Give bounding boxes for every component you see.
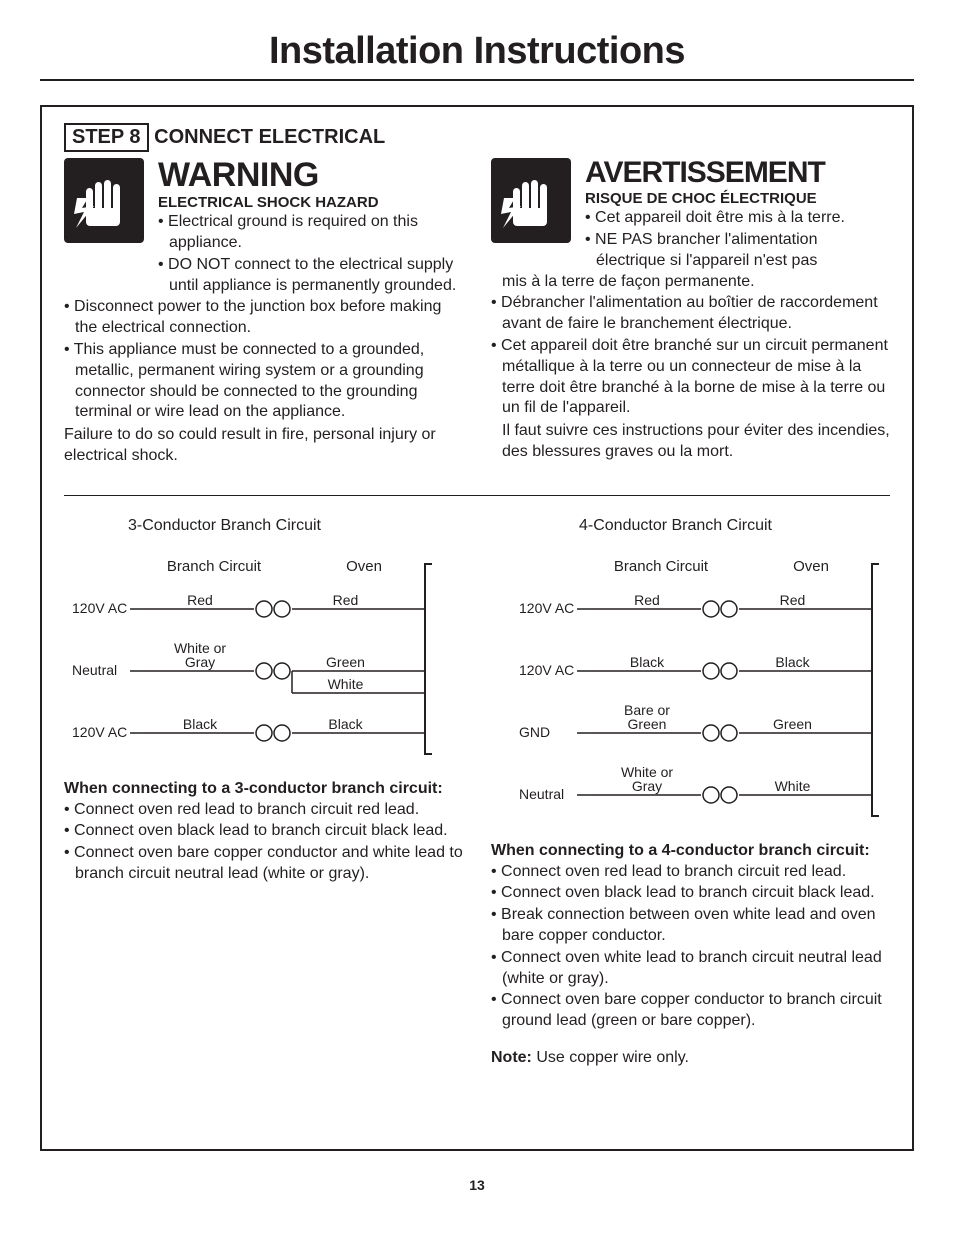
list-item: Connect oven red lead to branch circuit … — [64, 800, 463, 821]
svg-text:Green: Green — [773, 716, 812, 732]
svg-text:120V AC: 120V AC — [72, 600, 127, 616]
list-item: NE PAS brancher l'alimentation électriqu… — [585, 230, 890, 272]
mid-rule — [64, 495, 890, 496]
svg-text:Branch Circuit: Branch Circuit — [167, 558, 262, 575]
warning-english: WARNING ELECTRICAL SHOCK HAZARD Electric… — [64, 158, 463, 467]
list-item: Connect oven bare copper conductor to br… — [491, 990, 890, 1032]
warning-subhead-fr: RISQUE DE CHOC ÉLECTRIQUE — [585, 190, 890, 207]
svg-text:Neutral: Neutral — [519, 786, 564, 802]
svg-text:Green: Green — [628, 716, 667, 732]
list-item: Cet appareil doit être mis à la terre. — [585, 208, 890, 229]
svg-text:Red: Red — [333, 592, 359, 608]
title-rule — [40, 79, 914, 81]
warning-subhead-en: ELECTRICAL SHOCK HAZARD — [158, 194, 463, 211]
svg-text:Red: Red — [187, 592, 213, 608]
diagram-4-conductor: Branch Circuit Oven 120V AC Red Red 120V AC Bl… — [491, 551, 881, 825]
svg-text:GND: GND — [519, 724, 550, 740]
shock-hand-icon — [64, 158, 144, 243]
list-item: Connect oven black lead to branch circui… — [64, 821, 463, 842]
instr3-bullets: Connect oven red lead to branch circuit … — [64, 800, 463, 885]
svg-text:Gray: Gray — [185, 654, 215, 670]
step-heading: STEP 8 CONNECT ELECTRICAL — [64, 123, 890, 152]
warning-wrap-fr: mis à la terre de façon permanente. — [491, 272, 890, 293]
warning-failure-en: Failure to do so could result in fire, p… — [64, 425, 463, 467]
list-item: Connect oven bare copper conductor and w… — [64, 843, 463, 885]
svg-text:Red: Red — [634, 592, 660, 608]
list-item: Connect oven red lead to branch circuit … — [491, 862, 890, 883]
svg-text:Black: Black — [328, 716, 363, 732]
list-item: Connect oven black lead to branch circui… — [491, 883, 890, 904]
list-item: Disconnect power to the junction box bef… — [64, 297, 463, 339]
svg-text:Black: Black — [183, 716, 218, 732]
warning-french: AVERTISSEMENT RISQUE DE CHOC ÉLECTRIQUE … — [491, 158, 890, 467]
diagram-columns: 3-Conductor Branch Circuit Branch Circui… — [64, 516, 890, 1069]
warning-failure-fr: Il faut suivre ces instructions pour évi… — [491, 421, 890, 463]
four-conductor-section: 4-Conductor Branch Circuit Branch Circui… — [491, 516, 890, 1069]
warning-top-bullets-fr: Cet appareil doit être mis à la terre. N… — [585, 208, 890, 271]
list-item: Electrical ground is required on this ap… — [158, 212, 463, 254]
svg-text:White: White — [775, 778, 811, 794]
shock-hand-icon — [491, 158, 571, 243]
diagram-3-conductor: Branch Circuit Oven 120V AC Red Red Neutral Wh… — [64, 551, 434, 763]
instr3-heading: When connecting to a 3-conductor branch … — [64, 779, 463, 799]
svg-text:Oven: Oven — [793, 558, 829, 575]
warning-bullets-en: Disconnect power to the junction box bef… — [64, 297, 463, 423]
svg-text:Black: Black — [775, 654, 810, 670]
svg-text:Gray: Gray — [632, 778, 662, 794]
list-item: Débrancher l'alimentation au boîtier de … — [491, 293, 890, 335]
warning-bullets-fr: Débrancher l'alimentation au boîtier de … — [491, 293, 890, 419]
list-item: This appliance must be connected to a gr… — [64, 340, 463, 423]
list-item: Break connection between oven white lead… — [491, 905, 890, 947]
note-label: Note: — [491, 1049, 532, 1066]
page-number: 13 — [40, 1177, 914, 1193]
svg-text:Oven: Oven — [346, 558, 382, 575]
warning-heading-en: WARNING — [158, 158, 463, 192]
page-title: Installation Instructions — [40, 30, 914, 73]
svg-text:Neutral: Neutral — [72, 662, 117, 678]
warning-columns: WARNING ELECTRICAL SHOCK HAZARD Electric… — [64, 158, 890, 467]
content-frame: STEP 8 CONNECT ELECTRICAL — [40, 105, 914, 1151]
list-item: DO NOT connect to the electrical supply … — [158, 255, 463, 297]
svg-text:Black: Black — [630, 654, 665, 670]
list-item: Connect oven white lead to branch circui… — [491, 948, 890, 990]
warning-top-bullets-en: Electrical ground is required on this ap… — [158, 212, 463, 296]
diagram3-title: 3-Conductor Branch Circuit — [128, 516, 463, 537]
svg-text:Green: Green — [326, 654, 365, 670]
diagram4-title: 4-Conductor Branch Circuit — [579, 516, 890, 537]
svg-text:Branch Circuit: Branch Circuit — [614, 558, 709, 575]
list-item: Cet appareil doit être branché sur un ci… — [491, 336, 890, 419]
svg-text:120V AC: 120V AC — [519, 600, 574, 616]
svg-text:120V AC: 120V AC — [72, 724, 127, 740]
step-number-box: STEP 8 — [64, 123, 149, 152]
instr4-bullets: Connect oven red lead to branch circuit … — [491, 862, 890, 1032]
step-title: CONNECT ELECTRICAL — [154, 126, 385, 148]
instr4-heading: When connecting to a 4-conductor branch … — [491, 841, 890, 861]
svg-text:120V AC: 120V AC — [519, 662, 574, 678]
warning-heading-fr: AVERTISSEMENT — [585, 158, 890, 188]
note-text: Use copper wire only. — [532, 1049, 689, 1066]
svg-text:White: White — [328, 676, 364, 692]
note: Note: Use copper wire only. — [491, 1048, 890, 1069]
three-conductor-section: 3-Conductor Branch Circuit Branch Circui… — [64, 516, 463, 1069]
svg-text:Red: Red — [780, 592, 806, 608]
